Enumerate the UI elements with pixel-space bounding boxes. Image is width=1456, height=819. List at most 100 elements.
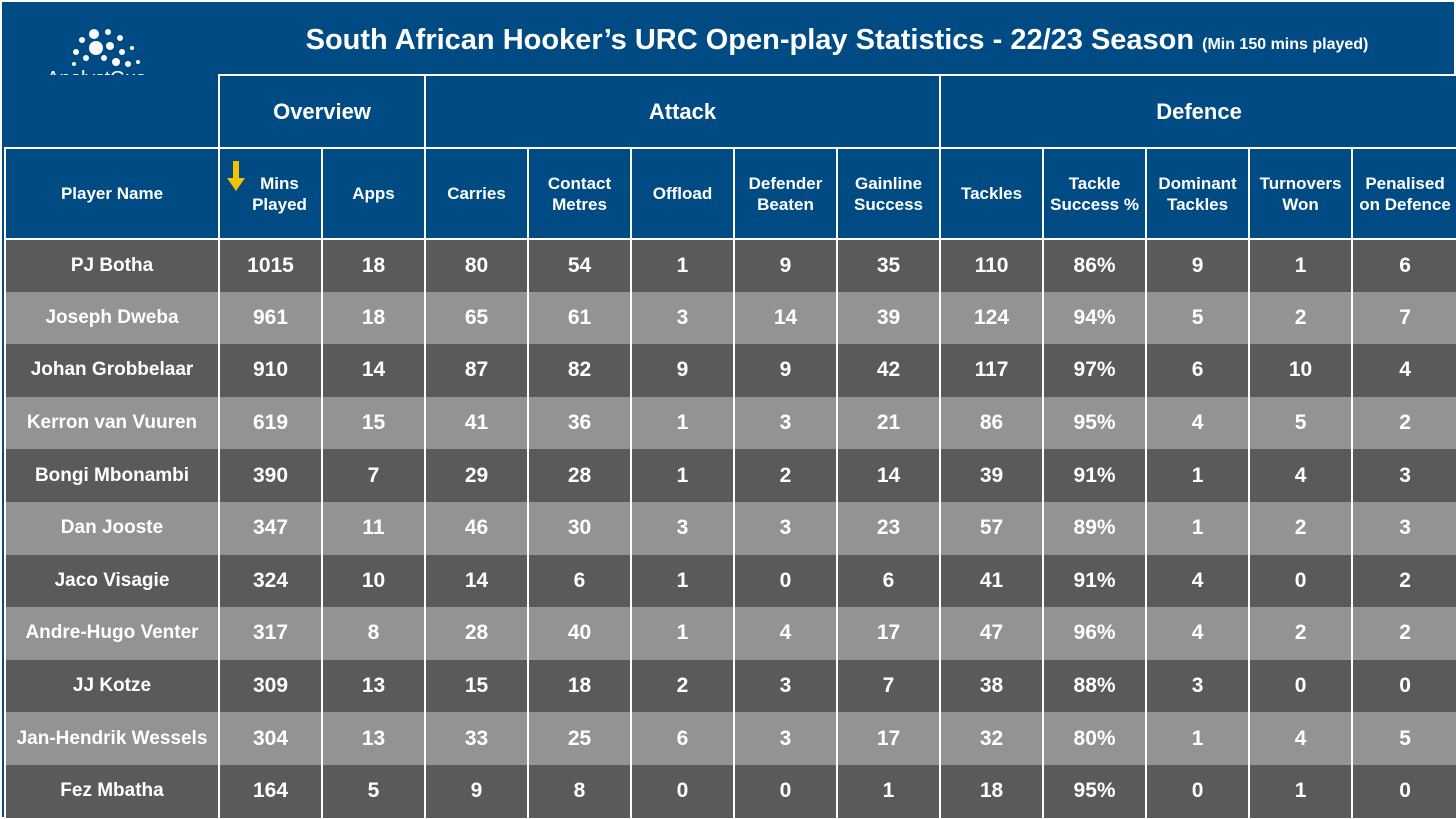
stat-cell-defender-beaten: 3 xyxy=(733,712,838,765)
stat-cell-turnovers-won: 0 xyxy=(1248,659,1354,713)
stat-cell-turnovers-won: 1 xyxy=(1248,239,1354,292)
stat-cell-gainline-success: 17 xyxy=(835,607,942,660)
column-header-tackle-success-pct: Tackle Success % xyxy=(1042,147,1148,240)
column-header-label: Player Name xyxy=(60,184,164,203)
stat-cell-contact-metres: 54 xyxy=(527,239,632,292)
stat-cell-carries: 14 xyxy=(424,554,529,608)
column-header-turnovers-won: Turnovers Won xyxy=(1248,147,1354,240)
stat-cell-offload: 6 xyxy=(630,712,735,765)
stat-cell-mins-played: 317 xyxy=(218,607,323,660)
stat-cell-carries: 15 xyxy=(424,659,529,713)
stat-cell-penalised-on-defence: 2 xyxy=(1351,554,1456,608)
stat-cell-tackle-success-pct: 89% xyxy=(1042,501,1148,555)
stat-cell-mins-played: 1015 xyxy=(218,239,323,292)
stat-cell-turnovers-won: 4 xyxy=(1248,712,1354,765)
stat-cell-mins-played: 910 xyxy=(218,344,323,397)
stat-cell-dominant-tackles: 6 xyxy=(1145,344,1251,397)
stat-cell-apps: 18 xyxy=(321,239,426,292)
stat-cell-apps: 8 xyxy=(321,607,426,660)
stat-cell-contact-metres: 18 xyxy=(527,659,632,713)
column-header-carries: Carries xyxy=(424,147,529,240)
stat-cell-offload: 0 xyxy=(630,764,735,818)
stat-cell-tackle-success-pct: 97% xyxy=(1042,344,1148,397)
player-name-cell: Dan Jooste xyxy=(4,501,220,555)
stat-cell-dominant-tackles: 1 xyxy=(1145,501,1251,555)
stat-cell-penalised-on-defence: 5 xyxy=(1351,712,1456,765)
stat-cell-mins-played: 961 xyxy=(218,291,323,345)
stat-cell-tackle-success-pct: 94% xyxy=(1042,291,1148,345)
group-header-attack: Attack xyxy=(423,74,942,149)
player-name-cell: JJ Kotze xyxy=(4,659,220,713)
stat-cell-penalised-on-defence: 0 xyxy=(1351,764,1456,818)
column-header-gainline-success: Gainline Success xyxy=(835,147,942,240)
column-header-label: Penalised on Defence xyxy=(1359,173,1451,214)
stat-cell-gainline-success: 6 xyxy=(835,554,942,608)
stat-cell-tackle-success-pct: 91% xyxy=(1042,449,1148,502)
stat-cell-gainline-success: 14 xyxy=(835,449,942,502)
stat-cell-defender-beaten: 3 xyxy=(733,501,838,555)
table-row: Andre-Hugo Venter 317 8 28 40 1 4 17 47 96% 4 2 2 xyxy=(4,607,1456,660)
stat-cell-mins-played: 304 xyxy=(218,712,323,765)
stat-cell-dominant-tackles: 1 xyxy=(1145,449,1251,502)
column-header-label: Tackle Success % xyxy=(1050,173,1139,214)
column-header-label: Contact Metres xyxy=(547,173,612,214)
column-header-label: Defender Beaten xyxy=(748,173,823,214)
stat-cell-offload: 1 xyxy=(630,449,735,502)
stat-cell-carries: 9 xyxy=(424,764,529,818)
column-header-label: Dominant Tackles xyxy=(1158,173,1237,214)
page-title: South African Hooker’s URC Open-play Sta… xyxy=(305,23,1195,56)
column-header-label: Tackles xyxy=(960,184,1023,203)
table-row: Dan Jooste 347 11 46 30 3 3 23 57 89% 1 2 3 xyxy=(4,501,1456,555)
player-name-cell: Joseph Dweba xyxy=(4,291,220,345)
stat-cell-carries: 46 xyxy=(424,501,529,555)
column-header-label: Turnovers Won xyxy=(1259,173,1342,214)
stat-cell-defender-beaten: 0 xyxy=(733,554,838,608)
stat-cell-apps: 11 xyxy=(321,501,426,555)
stat-cell-penalised-on-defence: 2 xyxy=(1351,607,1456,660)
stat-cell-penalised-on-defence: 7 xyxy=(1351,291,1456,345)
stat-cell-carries: 87 xyxy=(424,344,529,397)
player-name-cell: Johan Grobbelaar xyxy=(4,344,220,397)
stat-cell-penalised-on-defence: 3 xyxy=(1351,501,1456,555)
stat-cell-offload: 1 xyxy=(630,554,735,608)
stat-cell-gainline-success: 7 xyxy=(835,659,942,713)
stat-cell-tackles: 57 xyxy=(939,501,1045,555)
stat-cell-contact-metres: 82 xyxy=(527,344,632,397)
stat-cell-dominant-tackles: 3 xyxy=(1145,659,1251,713)
stat-cell-turnovers-won: 2 xyxy=(1248,291,1354,345)
stat-cell-gainline-success: 35 xyxy=(835,239,942,292)
page-subtitle: (Min 150 mins played) xyxy=(1202,35,1369,53)
stat-cell-mins-played: 164 xyxy=(218,764,323,818)
stat-cell-tackles: 18 xyxy=(939,764,1045,818)
stat-cell-defender-beaten: 3 xyxy=(733,659,838,713)
stat-cell-turnovers-won: 10 xyxy=(1248,344,1354,397)
stat-cell-offload: 1 xyxy=(630,607,735,660)
stat-cell-turnovers-won: 2 xyxy=(1248,607,1354,660)
stat-cell-offload: 2 xyxy=(630,659,735,713)
column-header-penalised-on-defence: Penalised on Defence xyxy=(1351,147,1456,240)
column-header-label: Carries xyxy=(447,184,506,203)
table-row: PJ Botha 1015 18 80 54 1 9 35 110 86% 9 1 6 xyxy=(4,239,1456,292)
player-name-cell: Bongi Mbonambi xyxy=(4,449,220,502)
stat-cell-penalised-on-defence: 0 xyxy=(1351,659,1456,713)
group-header-defence: Defence xyxy=(939,74,1456,149)
stat-cell-apps: 18 xyxy=(321,291,426,345)
stat-cell-gainline-success: 23 xyxy=(835,501,942,555)
column-header-contact-metres: Contact Metres xyxy=(527,147,632,240)
stat-cell-dominant-tackles: 4 xyxy=(1145,607,1251,660)
stat-cell-dominant-tackles: 5 xyxy=(1145,291,1251,345)
stat-cell-offload: 3 xyxy=(630,501,735,555)
column-header-label: Offload xyxy=(652,184,713,203)
stat-cell-defender-beaten: 3 xyxy=(733,396,838,450)
player-name-cell: Andre-Hugo Venter xyxy=(4,607,220,660)
stat-cell-apps: 13 xyxy=(321,712,426,765)
title-row: South African Hooker’s URC Open-play Sta… xyxy=(218,4,1456,76)
stat-cell-tackle-success-pct: 86% xyxy=(1042,239,1148,292)
stat-cell-apps: 7 xyxy=(321,449,426,502)
stat-cell-mins-played: 347 xyxy=(218,501,323,555)
stat-cell-tackle-success-pct: 95% xyxy=(1042,396,1148,450)
stats-table: Overview Attack Defence Player Name Mins Pl… xyxy=(4,74,1456,818)
stat-cell-tackles: 47 xyxy=(939,607,1045,660)
stat-cell-defender-beaten: 2 xyxy=(733,449,838,502)
stat-cell-tackles: 38 xyxy=(939,659,1045,713)
